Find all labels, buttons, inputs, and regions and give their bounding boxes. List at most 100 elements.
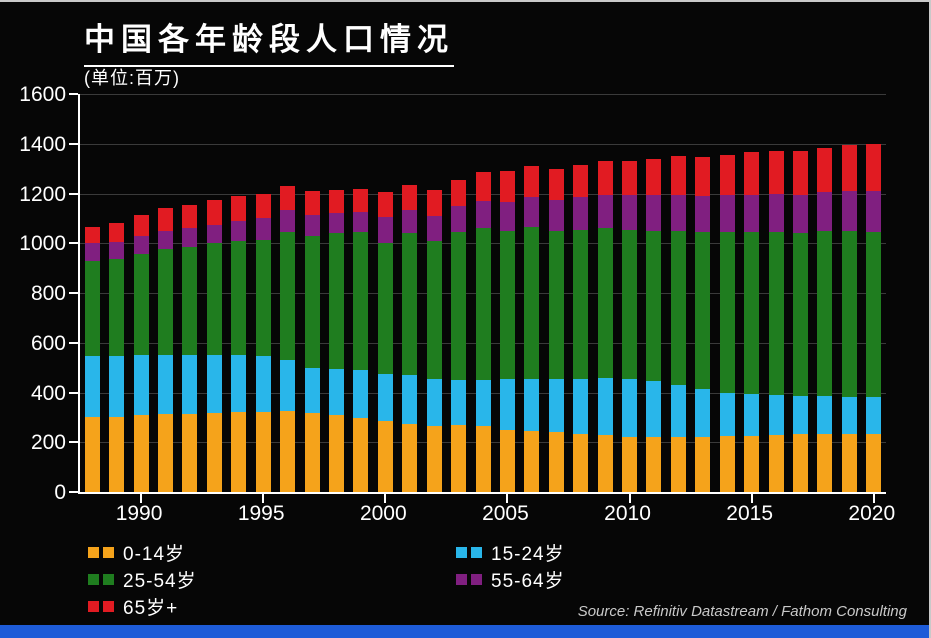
- legend-label-15-24岁: 15-24岁: [491, 544, 565, 565]
- bar-segment-65岁+: [353, 188, 369, 213]
- bar-segment-25-54岁: [231, 240, 247, 356]
- y-axis-labels: 0 200 400 600 800 1000 1200 1400 1600: [0, 83, 66, 504]
- x-tick-2010: [628, 494, 631, 503]
- legend-item-55-64岁: 55-64岁: [456, 566, 565, 593]
- x-tick-2000: [384, 494, 387, 503]
- bar-segment-15-24岁: [206, 355, 222, 413]
- bar-1995: [255, 193, 271, 492]
- bar-2005: [499, 171, 515, 492]
- y-axis-label-600: 600: [30, 331, 66, 355]
- bar-segment-15-24岁: [719, 392, 735, 437]
- bar-segment-0-14岁: [157, 414, 173, 492]
- bar-segment-15-24岁: [524, 378, 540, 432]
- bar-segment-15-24岁: [377, 373, 393, 422]
- bar-segment-55-64岁: [377, 217, 393, 244]
- bar-segment-25-54岁: [622, 229, 638, 379]
- y-axis-label-1600: 1600: [19, 83, 66, 106]
- bar-segment-0-14岁: [402, 423, 418, 492]
- bar-segment-0-14岁: [280, 411, 296, 492]
- bar-segment-65岁+: [744, 152, 760, 195]
- bar-segment-65岁+: [573, 164, 589, 198]
- bar-segment-65岁+: [646, 158, 662, 195]
- bar-segment-25-54岁: [206, 243, 222, 356]
- bar-segment-55-64岁: [793, 194, 808, 234]
- bar-segment-15-24岁: [182, 355, 198, 414]
- bar-segment-0-14岁: [84, 417, 100, 492]
- bar-segment-0-14岁: [475, 426, 491, 492]
- bar-segment-25-54岁: [573, 229, 589, 379]
- bar-segment-65岁+: [548, 168, 564, 200]
- bar-segment-55-64岁: [182, 228, 198, 247]
- y-tick-200: [69, 441, 78, 444]
- bar-segment-65岁+: [597, 161, 613, 195]
- x-axis-label-2020: 2020: [848, 502, 896, 525]
- bar-1993: [206, 199, 222, 492]
- bar-segment-55-64岁: [524, 197, 540, 228]
- bar-segment-55-64岁: [841, 191, 857, 231]
- bar-1998: [328, 189, 344, 492]
- legend-item-0-14岁: 0-14岁: [88, 539, 197, 566]
- legend-item-15-24岁: 15-24岁: [456, 539, 565, 566]
- bar-2003: [451, 179, 467, 492]
- bar-segment-55-64岁: [768, 193, 784, 233]
- bar-segment-65岁+: [157, 208, 173, 231]
- bar-2012: [670, 156, 686, 492]
- bar-1997: [304, 191, 320, 492]
- bar-segment-0-14岁: [866, 433, 882, 492]
- bar-segment-15-24岁: [157, 355, 173, 415]
- bar-segment-25-54岁: [475, 228, 491, 381]
- bar-segment-65岁+: [402, 184, 418, 210]
- legend-swatch-65岁+: [88, 601, 99, 612]
- bar-segment-25-54岁: [402, 233, 418, 376]
- bar-segment-25-54岁: [109, 259, 125, 357]
- bar-segment-15-24岁: [328, 368, 344, 415]
- bar-segment-65岁+: [451, 179, 467, 206]
- bar-segment-15-24岁: [622, 378, 638, 437]
- bar-segment-25-54岁: [377, 243, 393, 374]
- bar-segment-65岁+: [255, 193, 271, 219]
- bar-segment-15-24岁: [109, 356, 125, 418]
- bar-segment-15-24岁: [353, 370, 369, 418]
- bar-segment-15-24岁: [475, 380, 491, 427]
- bar-segment-15-24岁: [255, 356, 271, 412]
- legend-label-0-14岁: 0-14岁: [123, 544, 186, 565]
- bar-segment-15-24岁: [402, 375, 418, 424]
- bar-segment-55-64岁: [719, 194, 735, 233]
- bar-2016: [768, 151, 784, 492]
- bar-segment-55-64岁: [744, 194, 760, 233]
- y-axis-label-1200: 1200: [19, 182, 66, 206]
- bar-segment-0-14岁: [622, 436, 638, 492]
- bar-2014: [719, 154, 735, 492]
- legend-column-1: 0-14岁 25-54岁 65岁+: [88, 539, 197, 620]
- bar-segment-65岁+: [475, 172, 491, 201]
- bar-segment-25-54岁: [304, 235, 320, 368]
- bar-segment-0-14岁: [841, 433, 857, 492]
- bar-segment-0-14岁: [451, 424, 467, 492]
- bar-segment-65岁+: [866, 143, 882, 192]
- bar-segment-55-64岁: [573, 197, 589, 230]
- bar-segment-55-64岁: [328, 213, 344, 234]
- x-axis-label-1990: 1990: [115, 502, 163, 525]
- bar-segment-15-24岁: [597, 377, 613, 435]
- bar-segment-65岁+: [304, 191, 320, 215]
- x-axis-label-2000: 2000: [359, 502, 407, 525]
- bar-segment-65岁+: [695, 157, 711, 197]
- bar-segment-55-64岁: [231, 220, 247, 241]
- bar-segment-0-14岁: [597, 434, 613, 492]
- bar-2015: [744, 152, 760, 492]
- bar-segment-65岁+: [499, 171, 515, 203]
- bar-segment-55-64岁: [499, 202, 515, 231]
- bar-segment-65岁+: [133, 214, 149, 236]
- y-tick-800: [69, 292, 78, 294]
- bar-segment-55-64岁: [817, 192, 833, 231]
- bar-2010: [622, 161, 638, 492]
- legend-swatch-25-54岁: [88, 574, 99, 585]
- bar-segment-25-54岁: [255, 239, 271, 357]
- bar-segment-65岁+: [231, 196, 247, 221]
- bar-segment-25-54岁: [548, 230, 564, 379]
- bar-segment-15-24岁: [133, 355, 149, 415]
- bar-segment-55-64岁: [670, 194, 686, 231]
- bar-segment-15-24岁: [231, 355, 247, 413]
- legend-swatch-65岁+: [103, 601, 114, 612]
- bar-segment-25-54岁: [280, 232, 296, 361]
